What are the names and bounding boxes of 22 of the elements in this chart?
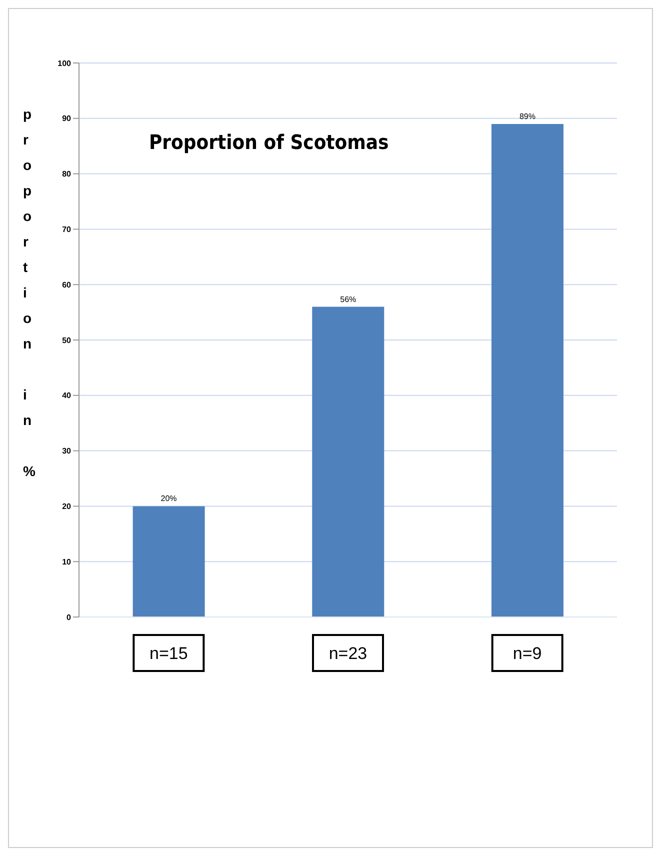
bar: [312, 306, 384, 617]
y-tick-label: 80: [62, 170, 72, 179]
y-tick-label: 90: [62, 114, 72, 124]
text: proportion in %: [23, 106, 36, 479]
y-tick-label: 100: [58, 58, 72, 68]
y-tick-label: 30: [62, 446, 72, 456]
text: Proportion of Scotomas: [149, 130, 389, 154]
y-tick-label: 50: [62, 336, 72, 345]
x-tick-label: n=15: [150, 644, 188, 663]
y-tick-label: 20: [62, 502, 72, 512]
y-tick-label: 60: [62, 280, 72, 290]
x-tick-label: n=23: [328, 644, 368, 663]
y-tick-label: 40: [62, 391, 72, 400]
bar: [491, 124, 564, 617]
y-tick-label: 10: [62, 557, 72, 566]
y-tick-label: 70: [62, 225, 72, 234]
bar: [132, 506, 205, 617]
y-tick-label: 0: [66, 612, 72, 622]
x-tick-label: n=9: [512, 644, 542, 663]
data-label: 20%: [160, 494, 177, 504]
data-label: 56%: [340, 294, 356, 304]
data-label: 89%: [519, 112, 536, 121]
